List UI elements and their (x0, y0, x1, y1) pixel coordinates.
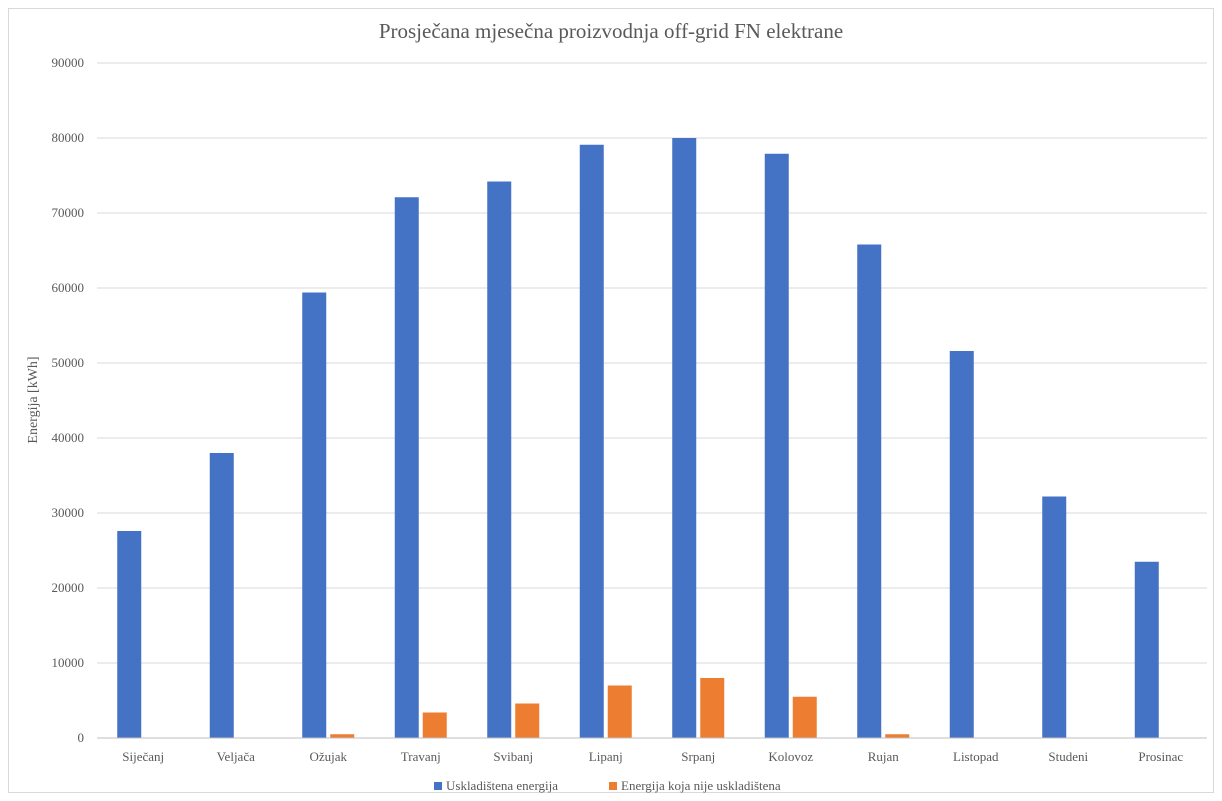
x-tick-label: Ožujak (309, 749, 347, 764)
x-tick-label: Travanj (401, 749, 441, 764)
x-tick-label: Studeni (1048, 749, 1088, 764)
chart-title: Prosječana mjesečna proizvodnja off-grid… (379, 19, 843, 43)
x-tick-label: Kolovoz (768, 749, 813, 764)
bar-not-stored (885, 734, 910, 738)
legend-label-stored: Uskladištena energija (446, 778, 558, 793)
bar-not-stored (607, 685, 632, 738)
x-tick-label: Srpanj (681, 749, 715, 764)
x-tick-label: Siječanj (122, 749, 164, 764)
bar-stored (209, 453, 234, 738)
y-tick-label: 40000 (52, 430, 85, 445)
bar-stored (394, 197, 419, 738)
bar-not-stored (700, 678, 725, 738)
x-tick-label: Veljača (217, 749, 255, 764)
x-axis-ticks: Siječanj Veljača Ožujak Travanj Svibanj Lipan… (122, 749, 1183, 764)
bar-stored (1134, 561, 1159, 738)
y-tick-label: 20000 (52, 580, 85, 595)
legend-swatch-not-stored (609, 782, 617, 790)
y-tick-label: 10000 (52, 655, 85, 670)
legend-label-not-stored: Energija koja nije uskladištena (621, 778, 781, 793)
y-tick-label: 30000 (52, 505, 85, 520)
y-tick-label: 0 (78, 730, 85, 745)
x-tick-label: Listopad (953, 749, 999, 764)
bar-stored (1042, 496, 1067, 738)
legend: Uskladištena energija Energija koja nije… (434, 778, 781, 793)
bar-stored (117, 531, 142, 738)
chart-frame (8, 8, 1214, 793)
bar-stored (857, 244, 882, 738)
x-tick-label: Lipanj (589, 749, 623, 764)
bar-stored (302, 292, 327, 738)
bar-stored (672, 138, 697, 738)
x-tick-label: Svibanj (493, 749, 533, 764)
bar-stored (487, 181, 512, 738)
y-tick-label: 70000 (52, 205, 85, 220)
bar-not-stored (792, 696, 817, 738)
bar-not-stored (515, 703, 540, 738)
bar-not-stored (422, 712, 447, 738)
y-tick-label: 80000 (52, 130, 85, 145)
gridlines (97, 62, 1207, 664)
y-axis-ticks: 0 10000 20000 30000 40000 50000 60000 70000 8000… (52, 55, 85, 745)
y-tick-label: 60000 (52, 280, 85, 295)
bars (117, 138, 1159, 738)
x-tick-label: Rujan (868, 749, 900, 764)
y-tick-label: 90000 (52, 55, 85, 70)
bar-not-stored (330, 734, 355, 738)
y-tick-label: 50000 (52, 355, 85, 370)
y-axis-title: Energija [kWh] (26, 356, 41, 443)
bar-stored (764, 153, 789, 738)
bar-stored (949, 351, 974, 738)
legend-swatch-stored (434, 782, 442, 790)
x-tick-label: Prosinac (1138, 749, 1183, 764)
bar-stored (579, 144, 604, 738)
